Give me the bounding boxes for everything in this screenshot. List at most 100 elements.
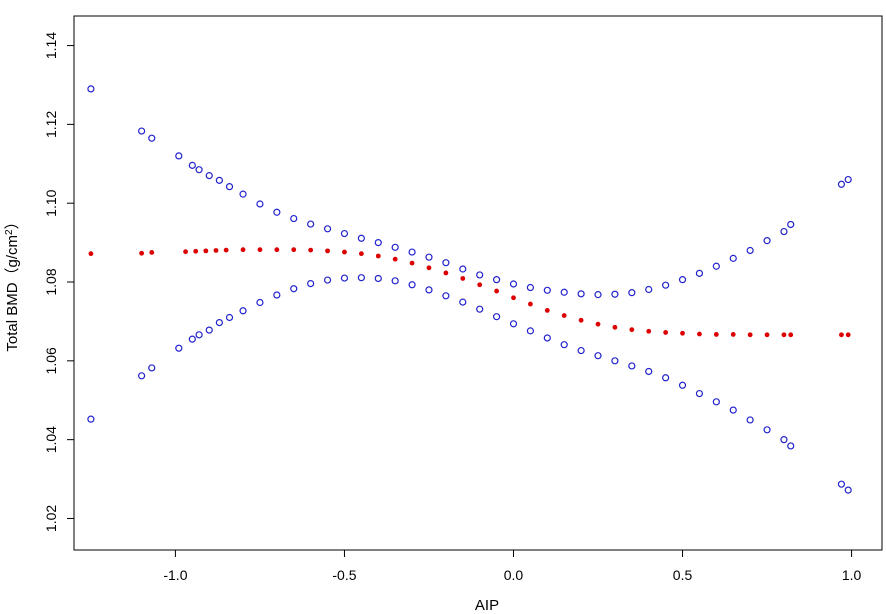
lower-point [780, 436, 788, 444]
lower-point [442, 292, 450, 300]
x-tick-label: 0.5 [673, 567, 693, 583]
estimate-point [392, 256, 398, 262]
estimate-point [257, 247, 263, 253]
lower-point [594, 352, 602, 360]
lower-point [195, 331, 203, 339]
y-axis-title: Total BMD（g/cm2） [4, 214, 22, 351]
estimate-point [223, 247, 229, 253]
lower-point [763, 426, 771, 434]
estimate-point [88, 251, 94, 257]
upper-point [225, 183, 234, 191]
estimate-point [291, 247, 297, 253]
estimate-point [839, 332, 844, 338]
estimate-point [663, 330, 669, 335]
lower-point [307, 279, 315, 288]
estimate-point [781, 332, 787, 338]
lower-point [215, 319, 223, 327]
estimate-point [747, 332, 753, 338]
upper-point [645, 285, 653, 294]
estimate-point [845, 332, 851, 338]
lower-point [509, 320, 518, 328]
upper-point [340, 229, 349, 238]
upper-point [273, 208, 281, 216]
upper-point [87, 85, 95, 93]
upper-point [215, 176, 223, 184]
lower-point [148, 364, 156, 372]
lower-point [239, 307, 247, 315]
lower-point [645, 367, 653, 376]
upper-point [837, 180, 846, 188]
estimate-point [274, 247, 280, 253]
lower-point [273, 291, 281, 299]
upper-point [188, 161, 196, 169]
estimate-point [595, 321, 601, 327]
upper-point [290, 214, 298, 223]
estimate-point [544, 307, 550, 313]
upper-point [594, 291, 602, 299]
estimate-point [193, 248, 199, 254]
estimate-point [561, 313, 567, 318]
y-axis-title-end: ） [4, 214, 21, 229]
estimate-point [308, 247, 314, 253]
estimate-point [139, 250, 145, 256]
lower-point [695, 389, 704, 398]
estimate-point [443, 270, 449, 276]
lower-point [425, 286, 433, 294]
lower-point [188, 335, 196, 343]
upper-point [844, 175, 852, 184]
upper-point [678, 276, 687, 284]
estimate-point [460, 276, 466, 281]
x-tick-label: -1.0 [163, 567, 187, 583]
plot-frame [73, 15, 883, 551]
upper-point [577, 290, 585, 298]
lower-point [837, 480, 846, 488]
lower-point [87, 415, 95, 423]
estimate-point [680, 330, 685, 336]
upper-point [526, 283, 535, 292]
lower-point [323, 276, 332, 284]
upper-point [662, 281, 670, 289]
upper-point [492, 276, 501, 284]
estimate-point [494, 288, 499, 294]
upper-point [442, 259, 450, 267]
upper-point [543, 286, 551, 294]
lower-point [729, 406, 737, 414]
estimate-point [426, 265, 432, 271]
upper-point [374, 239, 382, 247]
lower-point [787, 442, 795, 450]
estimate-point [511, 295, 516, 301]
y-tick-label: 1.04 [43, 426, 59, 453]
upper-point [560, 288, 568, 296]
upper-point [425, 253, 433, 261]
estimate-point [730, 332, 736, 337]
upper-point [205, 172, 213, 180]
upper-point [712, 262, 720, 270]
x-axis-title: AIP [475, 597, 499, 614]
lower-point [205, 326, 213, 334]
y-axis-title-sup: 2 [4, 229, 15, 235]
lower-point [357, 274, 365, 282]
lower-point [526, 327, 535, 335]
estimate-point [646, 328, 652, 334]
lower-point [678, 381, 687, 389]
x-axis: -1.0 -0.5 0.0 0.5 1.0 [163, 550, 862, 583]
lower-point [408, 281, 416, 289]
upper-point [239, 190, 247, 198]
lower-point [746, 416, 754, 424]
y-tick-label: 1.06 [43, 347, 59, 374]
upper-point [175, 152, 183, 160]
estimate-point [240, 247, 246, 253]
upper-point [148, 134, 156, 142]
estimate-point [213, 248, 219, 253]
y-tick-label: 1.02 [43, 505, 59, 532]
estimate-point [629, 327, 635, 333]
estimate-point [325, 248, 330, 254]
upper-point [459, 265, 467, 273]
y-axis: 1.02 1.04 1.06 1.08 1.10 1.12 1.14 [43, 32, 74, 532]
lower-point [175, 344, 183, 352]
estimate-point [764, 332, 770, 338]
x-tick-label: 0.0 [504, 567, 524, 583]
lower-point [459, 298, 467, 306]
estimate-point [358, 251, 364, 257]
